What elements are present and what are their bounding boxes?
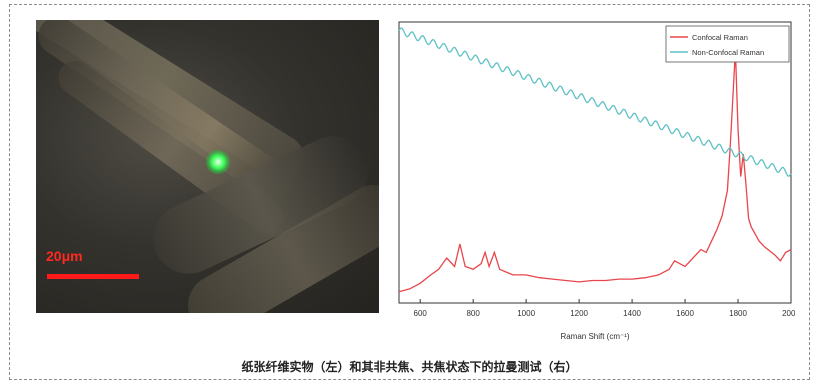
x-tick-label: 1400 bbox=[623, 309, 641, 318]
legend-label-1: Confocal Raman bbox=[692, 33, 748, 42]
plot-area bbox=[398, 21, 792, 304]
x-tick-label: 1800 bbox=[729, 309, 747, 318]
x-tick-label: 600 bbox=[414, 309, 428, 318]
figure-frame bbox=[9, 4, 810, 380]
fiber-micrograph: 20μm bbox=[36, 20, 379, 313]
legend-box bbox=[665, 25, 790, 63]
series-line-1 bbox=[398, 50, 792, 293]
series-line-2 bbox=[398, 27, 792, 177]
scale-bar-label: 20μm bbox=[46, 248, 83, 264]
scale-bar bbox=[47, 274, 139, 279]
raman-spectrum-plot: 600 800 1000 1200 1400 1600 1800 2000 Raman Shif… bbox=[398, 21, 795, 341]
x-tick-label: 800 bbox=[466, 309, 480, 318]
figure-caption: 纸张纤维实物（左）和其非共焦、共焦状态下的拉曼测试（右） bbox=[241, 360, 578, 374]
legend-label-2: Non-Confocal Raman bbox=[692, 48, 764, 57]
x-tick-label: 1200 bbox=[570, 309, 588, 318]
x-axis-label: Raman Shift (cm⁻¹) bbox=[560, 332, 629, 341]
x-tick-label: 2000 bbox=[782, 309, 795, 318]
x-tick-label: 1600 bbox=[676, 309, 694, 318]
laser-spot bbox=[206, 150, 230, 174]
x-tick-label: 1000 bbox=[517, 309, 535, 318]
raman-chart: 600 800 1000 1200 1400 1600 1800 2000 Raman Shif… bbox=[395, 20, 795, 350]
